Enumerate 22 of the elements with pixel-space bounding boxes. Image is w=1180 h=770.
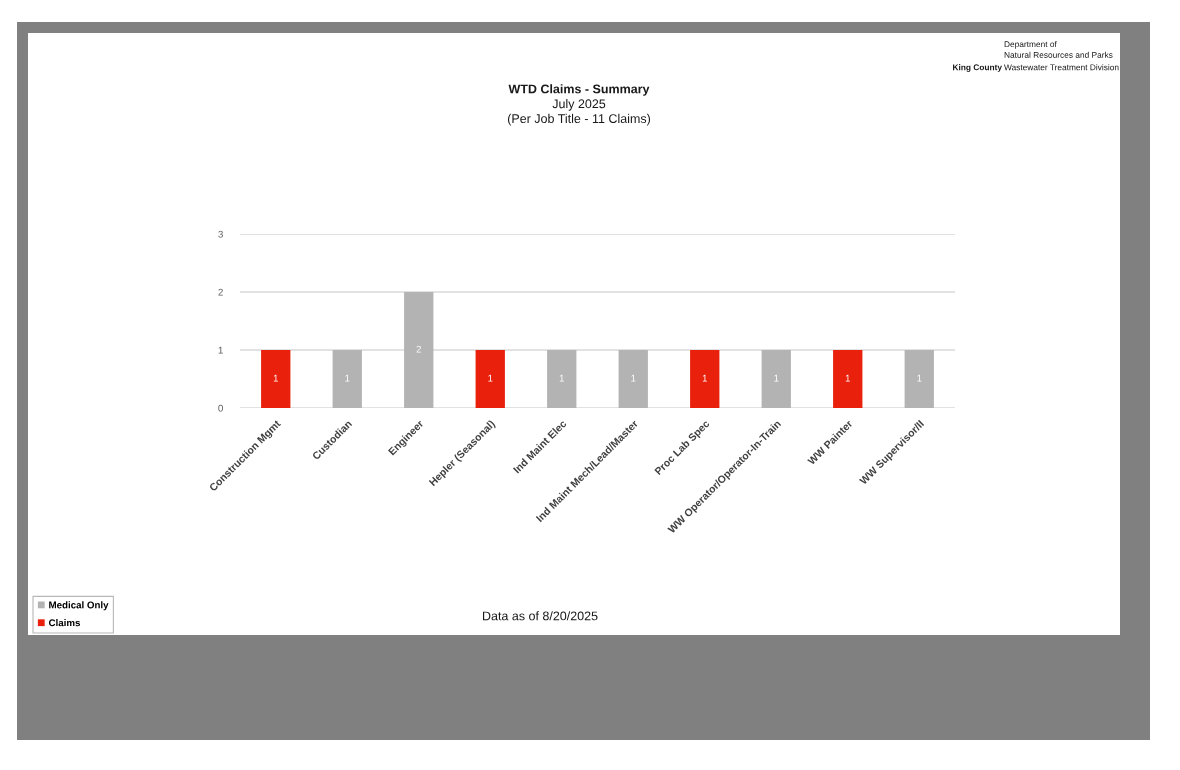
data-label: 1 bbox=[917, 374, 922, 382]
y-tick-label: 0 bbox=[218, 404, 223, 412]
data-label: 2 bbox=[416, 345, 421, 353]
text: King County bbox=[953, 64, 1002, 72]
data-label: 1 bbox=[273, 374, 278, 382]
legend-label: Medical Only bbox=[49, 601, 109, 611]
y-tick-label: 3 bbox=[218, 230, 223, 238]
data-label: 1 bbox=[702, 374, 707, 382]
data-label: 1 bbox=[345, 374, 350, 382]
text: Department of Natural Resources and Parks bbox=[1004, 41, 1113, 58]
y-tick-label: 1 bbox=[218, 346, 223, 354]
data-label: 1 bbox=[774, 374, 779, 382]
data-label: 1 bbox=[845, 374, 850, 382]
text: Data as of 8/20/2025 bbox=[483, 611, 598, 621]
chart-subtitle: July 2025 (Per Job Title - 11 Claims) bbox=[508, 99, 651, 126]
text: Wastewater Treatment Division bbox=[1004, 64, 1119, 71]
data-label: 1 bbox=[631, 374, 636, 382]
data-label: 1 bbox=[559, 374, 564, 382]
y-tick-label: 2 bbox=[218, 288, 223, 296]
data-label: 1 bbox=[488, 374, 493, 382]
legend-label: Claims bbox=[48, 619, 81, 627]
chart-title: WTD Claims - Summary bbox=[508, 84, 650, 96]
